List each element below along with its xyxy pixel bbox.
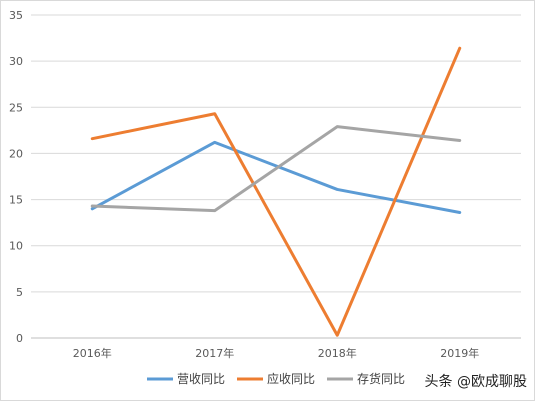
y-tick-label: 0 [16, 332, 23, 345]
x-tick-label: 2016年 [73, 346, 112, 360]
y-tick-label: 25 [9, 101, 23, 114]
legend-label: 存货同比 [357, 371, 405, 386]
series-line [90, 125, 462, 213]
y-tick-label: 30 [9, 55, 23, 68]
data-point [213, 112, 216, 115]
data-point [458, 139, 461, 142]
watermark-text: 头条 @欧成聊股 [424, 374, 527, 390]
data-point [91, 207, 94, 210]
data-point [91, 137, 94, 140]
legend-label: 应收同比 [267, 371, 315, 386]
data-point [336, 125, 339, 128]
data-point [336, 334, 339, 337]
data-point [458, 47, 461, 50]
x-tick-label: 2019年 [440, 346, 479, 360]
y-tick-label: 10 [9, 240, 23, 253]
y-tick-label: 5 [16, 286, 23, 299]
data-point [458, 211, 461, 214]
x-tick-label: 2017年 [195, 346, 234, 360]
series-line [90, 46, 462, 337]
x-tick-label: 2018年 [318, 346, 357, 360]
y-tick-label: 15 [9, 194, 23, 207]
legend-label: 营收同比 [177, 372, 225, 386]
data-point [336, 188, 339, 191]
data-point [213, 141, 216, 144]
series-line [90, 140, 462, 214]
data-point [91, 204, 94, 208]
y-tick-label: 35 [9, 9, 23, 22]
y-tick-label: 20 [9, 147, 23, 160]
data-point [213, 209, 216, 212]
